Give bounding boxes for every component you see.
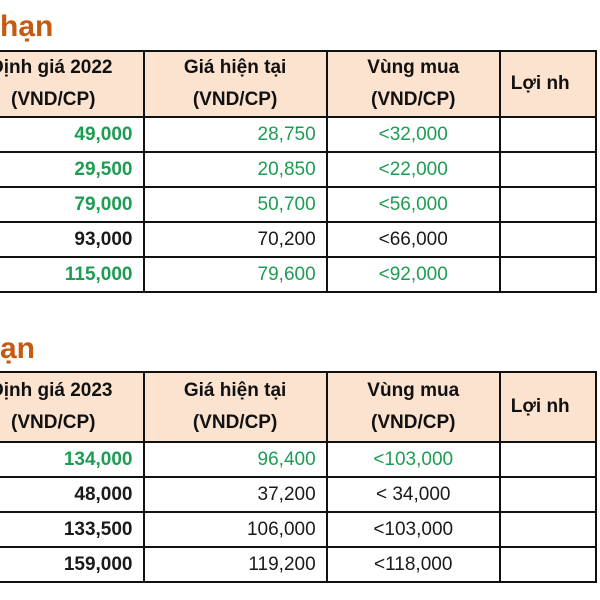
profit-cell (498, 186, 598, 223)
header-buy-zone: Vùng mua (VND/CP) (325, 50, 501, 118)
table-row: 134,000 96,400 <103,000 (0, 441, 598, 478)
price-cell: 50,700 (142, 186, 328, 223)
profit-cell (498, 221, 598, 258)
valuation-cell: 48,000 (0, 476, 145, 513)
buy-zone-cell: <22,000 (325, 151, 501, 188)
valuation-cell: 29,500 (0, 151, 145, 188)
table-row: 29,500 20,850 <22,000 (0, 151, 598, 188)
valuation-cell: 79,000 (0, 186, 145, 223)
valuation-cell: 93,000 (0, 221, 145, 258)
profit-cell (498, 116, 598, 153)
valuation-table-2022: Định giá 2022 (VND/CP) Giá hiện tại (VND… (0, 50, 598, 293)
price-cell: 79,600 (142, 256, 328, 293)
price-cell: 20,850 (142, 151, 328, 188)
valuation-cell: 133,500 (0, 511, 145, 548)
table-row: 115,000 79,600 <92,000 (0, 256, 598, 293)
header-profit: Lợi nh (498, 371, 598, 443)
table-row: 48,000 37,200 < 34,000 (0, 476, 598, 513)
profit-cell (498, 441, 598, 478)
buy-zone-cell: <56,000 (325, 186, 501, 223)
price-cell: 119,200 (142, 546, 328, 583)
header-current-price: Giá hiện tại (VND/CP) (142, 50, 328, 118)
section-title-long-term: ạn (0, 332, 36, 365)
buy-zone-cell: <32,000 (325, 116, 501, 153)
header-valuation: Định giá 2023 (VND/CP) (0, 371, 145, 443)
header-valuation: Định giá 2022 (VND/CP) (0, 50, 145, 118)
buy-zone-cell: <66,000 (325, 221, 501, 258)
valuation-cell: 159,000 (0, 546, 145, 583)
table-row: 49,000 28,750 <32,000 (0, 116, 598, 153)
price-cell: 70,200 (142, 221, 328, 258)
table-header-row: Định giá 2023 (VND/CP) Giá hiện tại (VND… (0, 371, 598, 443)
valuation-cell: 134,000 (0, 441, 145, 478)
buy-zone-cell: <103,000 (325, 511, 501, 548)
profit-cell (498, 256, 598, 293)
price-cell: 28,750 (142, 116, 328, 153)
price-cell: 37,200 (142, 476, 328, 513)
table-header-row: Định giá 2022 (VND/CP) Giá hiện tại (VND… (0, 50, 598, 118)
valuation-cell: 115,000 (0, 256, 145, 293)
header-buy-zone: Vùng mua (VND/CP) (325, 371, 501, 443)
price-cell: 96,400 (142, 441, 328, 478)
table-row: 133,500 106,000 <103,000 (0, 511, 598, 548)
valuation-table-2023: Định giá 2023 (VND/CP) Giá hiện tại (VND… (0, 371, 598, 583)
profit-cell (498, 151, 598, 188)
buy-zone-cell: < 34,000 (325, 476, 501, 513)
table-row: 159,000 119,200 <118,000 (0, 546, 598, 583)
buy-zone-cell: <92,000 (325, 256, 501, 293)
table-row: 79,000 50,700 <56,000 (0, 186, 598, 223)
header-profit: Lợi nh (498, 50, 598, 118)
header-current-price: Giá hiện tại (VND/CP) (142, 371, 328, 443)
profit-cell (498, 546, 598, 583)
price-cell: 106,000 (142, 511, 328, 548)
section-title-short-term: hạn (0, 10, 54, 43)
table-row: 93,000 70,200 <66,000 (0, 221, 598, 258)
valuation-cell: 49,000 (0, 116, 145, 153)
profit-cell (498, 511, 598, 548)
buy-zone-cell: <103,000 (325, 441, 501, 478)
buy-zone-cell: <118,000 (325, 546, 501, 583)
profit-cell (498, 476, 598, 513)
